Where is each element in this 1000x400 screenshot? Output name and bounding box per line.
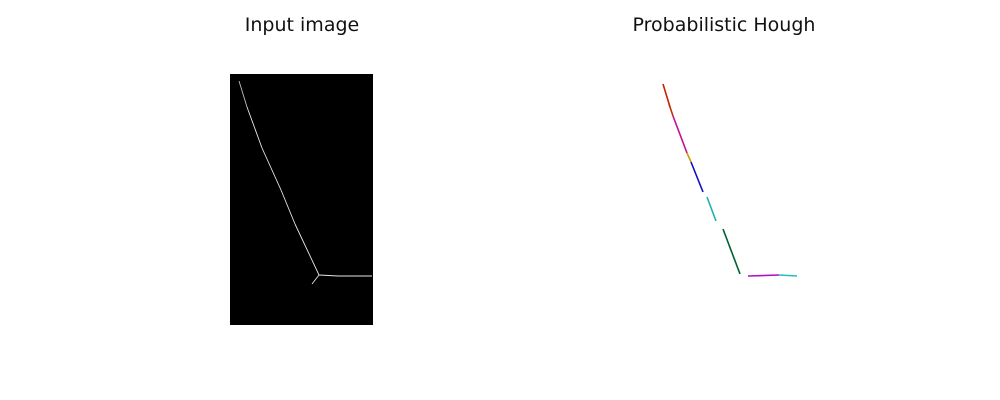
edge-segment-3 [261, 147, 282, 191]
hough-line-segment-5 [690, 161, 704, 193]
hough-line-segment-7 [722, 228, 741, 275]
hough-line-segment-4 [686, 152, 692, 163]
hough-line-segment-3 [672, 115, 688, 154]
edge-segment-5 [294, 223, 304, 242]
edge-segment-4 [280, 189, 296, 225]
hough-line-segment-6 [706, 196, 717, 222]
edge-segment-1 [238, 80, 248, 108]
hough-line-segment-2 [668, 103, 674, 117]
edge-segment-7 [318, 274, 339, 277]
input-image-panel [230, 74, 373, 325]
probabilistic-hough-title: Probabilistic Hough [632, 14, 816, 36]
edge-lines [238, 80, 372, 285]
input-image-background [230, 74, 373, 325]
input-image-title: Input image [244, 14, 360, 36]
edge-segment-2 [246, 106, 263, 149]
edge-segment-9 [311, 274, 320, 285]
edge-segment-6 [302, 240, 320, 276]
hough-line-segment-8 [747, 274, 780, 277]
hough-line-segment-9 [778, 274, 798, 277]
hough-line-segment-1 [662, 83, 671, 108]
hough-panel [662, 83, 798, 277]
